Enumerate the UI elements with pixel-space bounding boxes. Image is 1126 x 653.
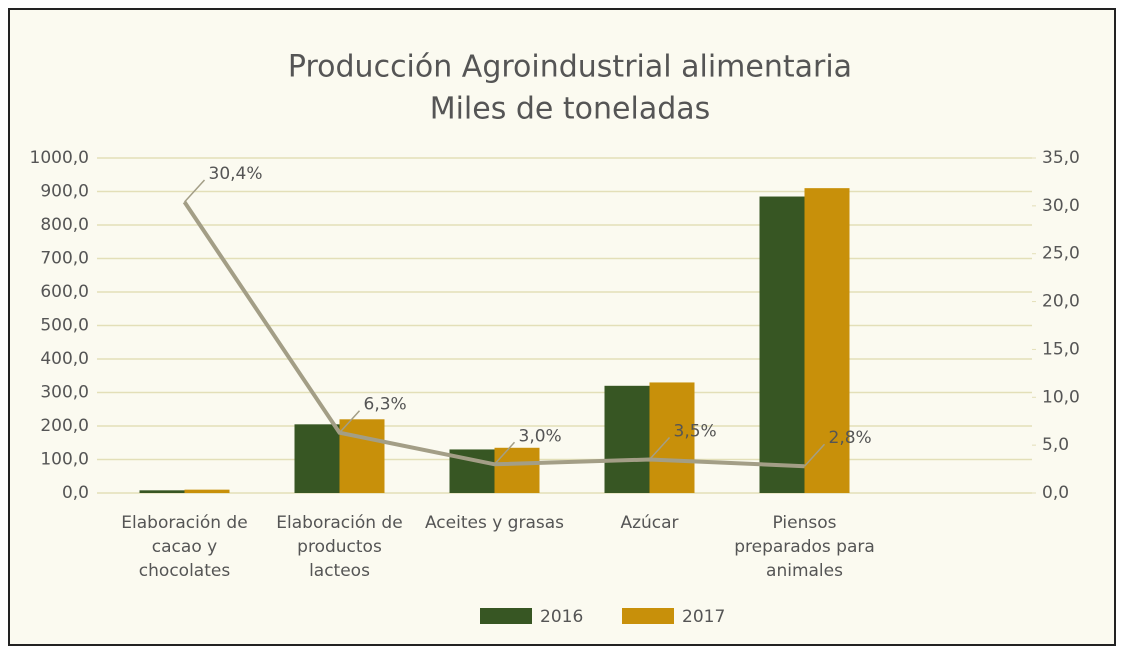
label-leader xyxy=(338,410,361,434)
legend-label: 2017 xyxy=(682,607,725,627)
data-label: 6,3% xyxy=(364,395,407,415)
bar xyxy=(339,419,385,493)
y2-tick-label: 20,0 xyxy=(1042,292,1080,312)
chart-title: Producción Agroindustrial alimentaria xyxy=(288,50,852,85)
x-tick-label: Piensos preparados para animales xyxy=(734,513,875,581)
y-tick-label: 800,0 xyxy=(40,215,89,235)
label-leader xyxy=(803,443,826,467)
bar xyxy=(604,385,650,493)
chart-frame: Producción Agroindustrial alimentaria Mi… xyxy=(8,8,1116,646)
bar xyxy=(804,188,850,493)
x-tick-label: Elaboración de cacao y chocolates xyxy=(121,513,248,581)
x-tick-label: Elaboración de productos lacteos xyxy=(276,513,403,581)
label-leader xyxy=(493,441,516,465)
data-label: 3,0% xyxy=(519,426,562,446)
y-tick-label: 900,0 xyxy=(40,182,89,202)
y-tick-label: 200,0 xyxy=(40,416,89,436)
chart-subtitle: Miles de toneladas xyxy=(430,92,711,127)
y-tick-label: 100,0 xyxy=(40,450,89,470)
legend-label: 2016 xyxy=(540,607,583,627)
line xyxy=(182,200,805,469)
y-tick-label: 700,0 xyxy=(40,249,89,269)
y-tick-label: 300,0 xyxy=(40,383,89,403)
y-tick-label: 0,0 xyxy=(62,483,89,503)
data-label: 3,5% xyxy=(674,422,717,442)
y2-tick-label: 30,0 xyxy=(1042,196,1080,216)
y-tick-label: 500,0 xyxy=(40,316,89,336)
bar xyxy=(294,424,340,493)
y2-tick-label: 35,0 xyxy=(1042,148,1080,168)
bar xyxy=(139,490,185,493)
x-tick-label: Aceites y grasas xyxy=(424,513,565,533)
bar xyxy=(494,447,540,493)
y-tick-label: 400,0 xyxy=(40,349,89,369)
y2-tick-label: 0,0 xyxy=(1042,483,1069,503)
y-tick-label: 600,0 xyxy=(40,282,89,302)
legend-swatch xyxy=(622,608,674,624)
y-tick-label: 1000,0 xyxy=(30,148,89,168)
bar xyxy=(759,196,805,493)
y2-tick-label: 5,0 xyxy=(1042,435,1069,455)
label-leader xyxy=(648,436,671,461)
label-leader xyxy=(183,179,206,203)
x-tick-label: Azúcar xyxy=(620,513,679,533)
y2-tick-label: 10,0 xyxy=(1042,387,1080,407)
y2-tick-label: 25,0 xyxy=(1042,244,1080,264)
chart: Producción Agroindustrial alimentaria Mi… xyxy=(30,50,1080,628)
bar xyxy=(649,382,695,493)
legend-swatch xyxy=(480,608,532,624)
y2-tick-label: 15,0 xyxy=(1042,339,1080,359)
data-label: 2,8% xyxy=(829,428,872,448)
bar xyxy=(184,489,230,493)
data-label: 30,4% xyxy=(209,164,263,184)
